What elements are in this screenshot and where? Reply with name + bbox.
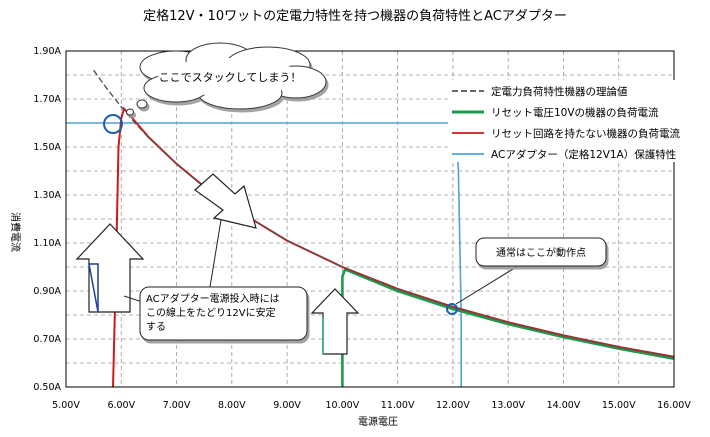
- x-tick-label: 8.00V: [218, 400, 246, 411]
- power-on-callout-line2: この線上をたどり12Vに安定: [146, 306, 276, 319]
- chart-title: 定格12V・10ワットの定電力特性を持つ機器の負荷特性とACアダプター: [143, 8, 567, 24]
- operating-point-callout: [475, 237, 607, 267]
- legend-label: 定電力負荷特性機器の理論値: [491, 85, 628, 98]
- series-line-1: [341, 267, 674, 387]
- x-tick-label: 6.00V: [107, 400, 135, 411]
- axes: [65, 50, 675, 388]
- stuck-point-marker: [103, 114, 123, 134]
- ticks: 5.00V 6.00V 7.00V 8.00V 9.00V 10.00V 11.00V 12.…: [33, 46, 691, 411]
- x-tick-label: 5.00V: [52, 400, 80, 411]
- operating-point-marker: [446, 303, 458, 315]
- x-tick-label: 7.00V: [163, 400, 191, 411]
- y-axis-label: 消費電流: [9, 212, 22, 252]
- x-tick-label: 16.00V: [657, 400, 691, 411]
- power-on-callout-line3: する: [146, 321, 166, 333]
- stuck-callout-text: ここでスタックしてしまう！: [159, 71, 302, 84]
- power-on-callout: [139, 286, 308, 341]
- y-tick-label: 1.50A: [33, 142, 61, 153]
- annotations: ここでスタックしてしまう！ ACアダプター電源投入時には この線上をたどり12V…: [75, 42, 607, 355]
- x-tick-label: 10.00V: [326, 400, 360, 411]
- x-tick-label: 13.00V: [491, 400, 525, 411]
- y-tick-label: 1.70A: [33, 94, 61, 105]
- x-axis-label: 電源電圧: [358, 415, 398, 428]
- legend-box: [448, 80, 680, 162]
- x-tick-label: 12.00V: [436, 400, 470, 411]
- legend-label: リセット電圧10Vの機器の負荷電流: [491, 106, 659, 119]
- y-tick-label: 1.90A: [33, 46, 61, 57]
- legend: 定電力負荷特性機器の理論値リセット電圧10Vの機器の負荷電流リセット回路を持たな…: [448, 80, 680, 162]
- curve-direction-arrow: [194, 173, 257, 229]
- plot-frame: [65, 50, 675, 388]
- x-tick-label: 14.00V: [547, 400, 581, 411]
- legend-label: ACアダプター（定格12V1A）保護特性: [491, 148, 676, 161]
- legend-label: リセット回路を持たない機器の負荷電流: [491, 127, 680, 140]
- x-tick-label: 11.00V: [381, 400, 415, 411]
- x-tick-label: 9.00V: [273, 400, 301, 411]
- x-tick-label: 15.00V: [602, 400, 636, 411]
- y-tick-label: 1.10A: [33, 238, 61, 249]
- y-tick-label: 0.90A: [33, 286, 61, 297]
- operating-point-callout-text: 通常はここが動作点: [496, 246, 586, 259]
- y-tick-label: 1.30A: [33, 190, 61, 201]
- y-tick-label: 0.70A: [33, 334, 61, 345]
- power-on-callout-line1: ACアダプター電源投入時には: [146, 292, 280, 305]
- y-tick-label: 0.50A: [33, 382, 61, 393]
- stuck-callout-cloud: [126, 42, 327, 116]
